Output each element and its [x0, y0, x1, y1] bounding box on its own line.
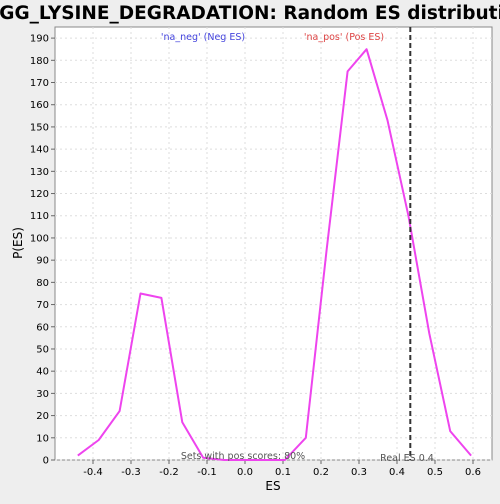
x-tick-label: 0.2 [313, 467, 329, 478]
x-tick-label: -0.1 [197, 467, 217, 478]
plot-area [54, 26, 493, 461]
y-tick-label: 40 [36, 367, 49, 378]
neg-label: 'na_neg' (Neg ES) [161, 32, 245, 43]
pos-scores-annotation: Sets with pos scores: 80% [181, 451, 305, 462]
grid-lines [55, 27, 492, 461]
y-tick-label: 50 [36, 344, 49, 355]
y-tick-label: 90 [36, 256, 49, 267]
y-axis: 0 10 20 30 40 50 60 70 80 90 100 110 120 130 140 150 160… [30, 34, 55, 467]
y-tick-label: 100 [30, 233, 49, 244]
real-es-annotation: Real ES 0.4 [380, 453, 434, 464]
y-tick-label: 80 [36, 278, 49, 289]
x-tick-label: 0.3 [351, 467, 367, 478]
pos-label: 'na_pos' (Pos ES) [304, 32, 384, 43]
x-tick-label: -0.3 [121, 467, 141, 478]
y-tick-label: 170 [30, 78, 49, 89]
y-tick-label: 60 [36, 322, 49, 333]
x-tick-label: -0.2 [159, 467, 179, 478]
x-tick-label: 0.1 [275, 467, 291, 478]
y-tick-label: 110 [30, 211, 49, 222]
y-tick-label: 150 [30, 122, 49, 133]
x-tick-label: 0.4 [389, 467, 405, 478]
x-axis-label: ES [265, 479, 280, 493]
x-tick-label: 0.5 [427, 467, 443, 478]
y-axis-label: P(ES) [11, 227, 25, 259]
x-axis: -0.4 -0.3 -0.2 -0.1 0.0 0.1 0.2 0.3 0.4 0.5 0.6 [83, 460, 481, 478]
y-tick-label: 70 [36, 300, 49, 311]
y-tick-label: 160 [30, 100, 49, 111]
y-tick-label: 10 [36, 433, 49, 444]
series-layer [77, 48, 472, 461]
es-distribution-line [77, 48, 472, 461]
x-tick-label: 0.0 [237, 467, 253, 478]
y-tick-label: 130 [30, 167, 49, 178]
chart-title: KEGG_LYSINE_DEGRADATION: Random ES distr… [0, 3, 500, 24]
y-tick-label: 140 [30, 145, 49, 156]
y-tick-label: 0 [43, 456, 49, 467]
y-tick-label: 180 [30, 56, 49, 67]
y-tick-label: 190 [30, 34, 49, 45]
x-tick-label: -0.4 [83, 467, 103, 478]
y-tick-label: 20 [36, 411, 49, 422]
x-tick-label: 0.6 [465, 467, 481, 478]
y-tick-label: 30 [36, 389, 49, 400]
y-tick-label: 120 [30, 189, 49, 200]
